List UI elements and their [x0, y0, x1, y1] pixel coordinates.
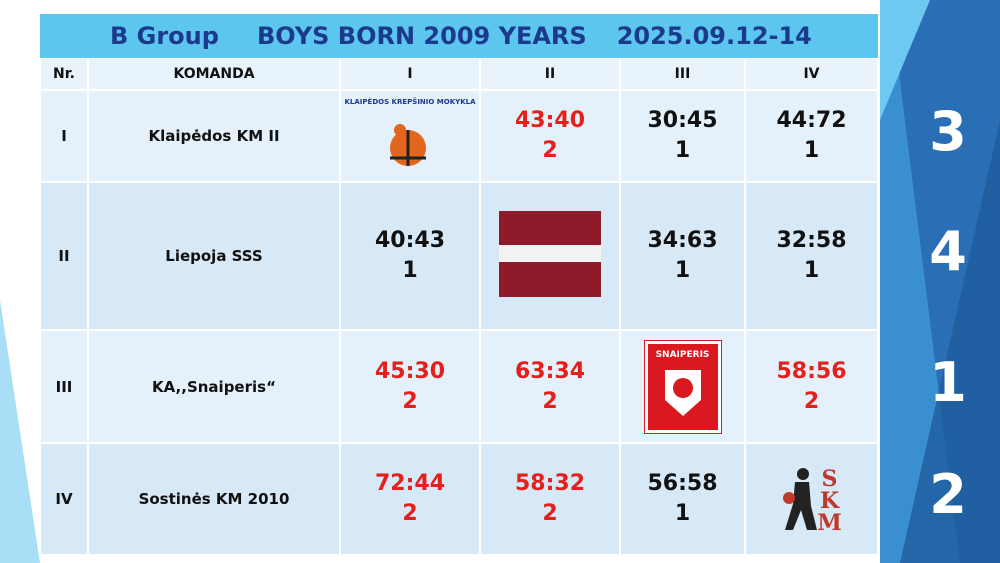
team-logo: SNAIPERIS	[643, 339, 722, 434]
place: 2	[929, 463, 967, 526]
result-cell: 72:44 2	[340, 443, 480, 555]
points: 1	[674, 501, 691, 526]
column-header: III	[620, 58, 745, 90]
result-cell: 43:40 2	[480, 90, 620, 182]
logo-text: SNAIPERIS	[655, 349, 710, 360]
points: 2	[542, 501, 558, 526]
score: 72:44	[374, 471, 446, 496]
logo-art	[664, 369, 701, 416]
points: 2	[542, 388, 558, 414]
score: 58:32	[514, 471, 586, 496]
team-name: Klaipėdos KM II	[88, 90, 340, 182]
dates: 2025.09.12-14	[616, 22, 812, 50]
score: 30:45	[647, 108, 718, 133]
score: 43:40	[514, 108, 586, 133]
result-cell: 56:58 1	[620, 443, 745, 555]
score: 58:56	[776, 358, 847, 384]
result-cell: 58:56 2	[745, 330, 878, 443]
score: 44:72	[776, 108, 847, 133]
column-header: II	[480, 58, 620, 90]
flag	[499, 211, 601, 297]
column-header: Nr.	[40, 58, 88, 90]
place: 1	[929, 350, 967, 414]
result-cell: SKM	[745, 443, 878, 555]
row-number: III	[40, 330, 88, 443]
team-logo: KLAIPĖDOS KREPŠINIO MOKYKLA	[345, 96, 476, 176]
points: 2	[402, 388, 418, 414]
points: 1	[402, 258, 418, 283]
logo-text: KLAIPĖDOS KREPŠINIO MOKYKLA	[344, 98, 476, 106]
team-name: Liepoja SSS	[88, 182, 340, 330]
score: 45:30	[374, 358, 446, 384]
result-cell: 32:58 1	[745, 182, 878, 330]
result-cell: 58:32 2	[480, 443, 620, 555]
title-bar: B Group BOYS BORN 2009 YEARS 2025.09.12-…	[40, 14, 878, 58]
logo-text: SKM	[816, 466, 843, 532]
points: 1	[803, 138, 820, 163]
points: 1	[674, 138, 691, 163]
team-logo	[499, 211, 601, 301]
points: 1	[674, 258, 691, 283]
result-cell: SNAIPERIS	[620, 330, 745, 443]
result-cell: 63:34 2	[480, 330, 620, 443]
score: 63:34	[514, 358, 586, 384]
result-cell: 45:30 2	[340, 330, 480, 443]
logo-art	[782, 468, 817, 530]
team-name: KA,,Snaiperis“	[88, 330, 340, 443]
team-name: Sostinės KM 2010	[88, 443, 340, 555]
row-number: IV	[40, 443, 88, 555]
team-logo: SKM	[781, 464, 843, 534]
result-cell: 40:43 1	[340, 182, 480, 330]
result-cell: KLAIPĖDOS KREPŠINIO MOKYKLA	[340, 90, 480, 182]
column-header: IV	[745, 58, 878, 90]
logo-art	[390, 124, 426, 166]
column-header: I	[340, 58, 480, 90]
points: 2	[402, 501, 418, 526]
score: 34:63	[647, 228, 718, 253]
result-cell: 30:45 1	[620, 90, 745, 182]
result-cell	[480, 182, 620, 330]
points: 1	[803, 258, 820, 283]
result-cell: 34:63 1	[620, 182, 745, 330]
points: 2	[803, 388, 820, 414]
title: BOYS BORN 2009 YEARS	[256, 22, 587, 50]
group: B Group	[110, 22, 219, 50]
row-number: I	[40, 90, 88, 182]
place: 3	[929, 100, 967, 163]
row-number: II	[40, 182, 88, 330]
column-header: KOMANDA	[88, 58, 340, 90]
score: 40:43	[374, 228, 446, 253]
points: 2	[542, 138, 558, 163]
result-cell: 44:72 1	[745, 90, 878, 182]
place: 4	[929, 220, 967, 283]
score: 56:58	[647, 471, 718, 496]
score: 32:58	[776, 228, 847, 253]
